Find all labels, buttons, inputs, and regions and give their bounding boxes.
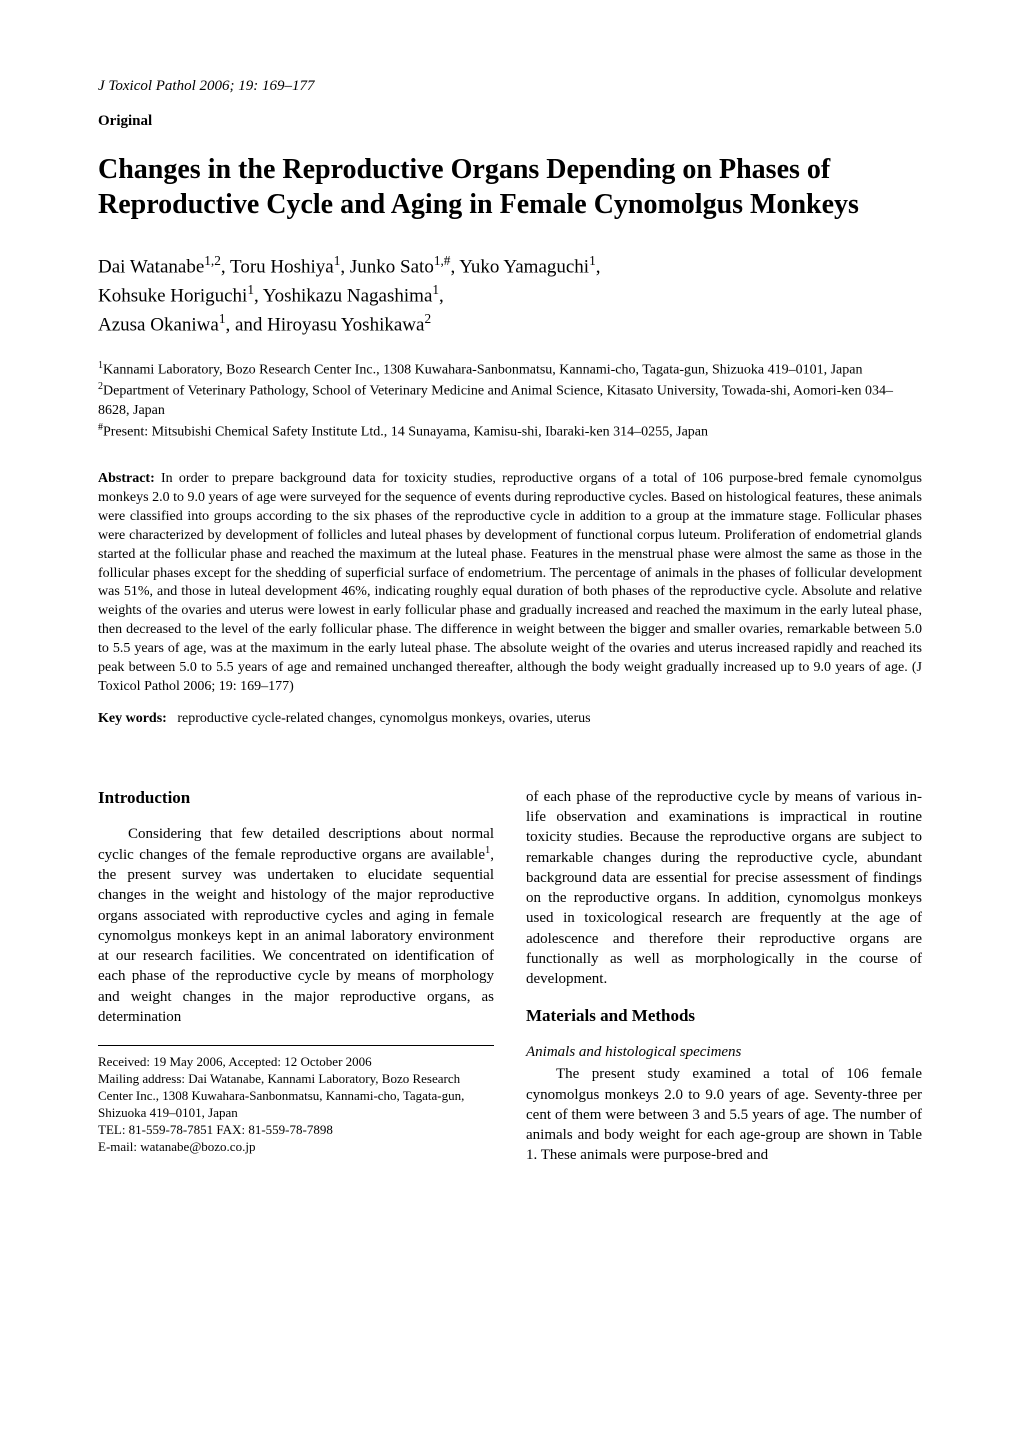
- abstract-text: In order to prepare background data for …: [98, 471, 922, 694]
- mailing-address: Mailing address: Dai Watanabe, Kannami L…: [98, 1071, 494, 1122]
- article-title: Changes in the Reproductive Organs Depen…: [98, 152, 922, 222]
- introduction-paragraph: Considering that few detailed descriptio…: [98, 824, 494, 1028]
- introduction-heading: Introduction: [98, 787, 494, 810]
- materials-methods-paragraph: The present study examined a total of 10…: [526, 1064, 922, 1165]
- materials-methods-heading: Materials and Methods: [526, 1005, 922, 1028]
- intro-continuation: of each phase of the reproductive cycle …: [526, 787, 922, 990]
- right-column: of each phase of the reproductive cycle …: [526, 787, 922, 1170]
- author-list: Dai Watanabe1,2, Toru Hoshiya1, Junko Sa…: [98, 252, 922, 339]
- affiliations: 1Kannami Laboratory, Bozo Research Cente…: [98, 359, 922, 442]
- affiliation-1: 1Kannami Laboratory, Bozo Research Cente…: [98, 359, 922, 380]
- email: E-mail: watanabe@bozo.co.jp: [98, 1139, 494, 1156]
- two-column-body: Introduction Considering that few detail…: [98, 787, 922, 1170]
- affiliation-2: 2Department of Veterinary Pathology, Sch…: [98, 380, 922, 421]
- footer-separator: [98, 1045, 494, 1046]
- article-footer: Received: 19 May 2006, Accepted: 12 Octo…: [98, 1054, 494, 1155]
- tel-fax: TEL: 81-559-78-7851 FAX: 81-559-78-7898: [98, 1122, 494, 1139]
- abstract-block: Abstract: In order to prepare background…: [98, 470, 922, 697]
- journal-reference: J Toxicol Pathol 2006; 19: 169–177: [98, 78, 922, 95]
- article-type: Original: [98, 113, 922, 130]
- authors-line-1: Dai Watanabe1,2, Toru Hoshiya1, Junko Sa…: [98, 252, 922, 281]
- authors-line-2: Kohsuke Horiguchi1, Yoshikazu Nagashima1…: [98, 281, 922, 310]
- keywords-value: reproductive cycle-related changes, cyno…: [177, 711, 590, 726]
- page: J Toxicol Pathol 2006; 19: 169–177 Origi…: [0, 0, 1020, 1230]
- left-column: Introduction Considering that few detail…: [98, 787, 494, 1170]
- authors-line-3: Azusa Okaniwa1, and Hiroyasu Yoshikawa2: [98, 310, 922, 339]
- keywords-block: Key words: reproductive cycle-related ch…: [98, 711, 922, 727]
- animals-subsection-heading: Animals and histological specimens: [526, 1042, 922, 1062]
- abstract-label: Abstract:: [98, 471, 155, 486]
- affiliation-present: #Present: Mitsubishi Chemical Safety Ins…: [98, 421, 922, 442]
- received-accepted: Received: 19 May 2006, Accepted: 12 Octo…: [98, 1054, 494, 1071]
- keywords-label: Key words:: [98, 711, 167, 726]
